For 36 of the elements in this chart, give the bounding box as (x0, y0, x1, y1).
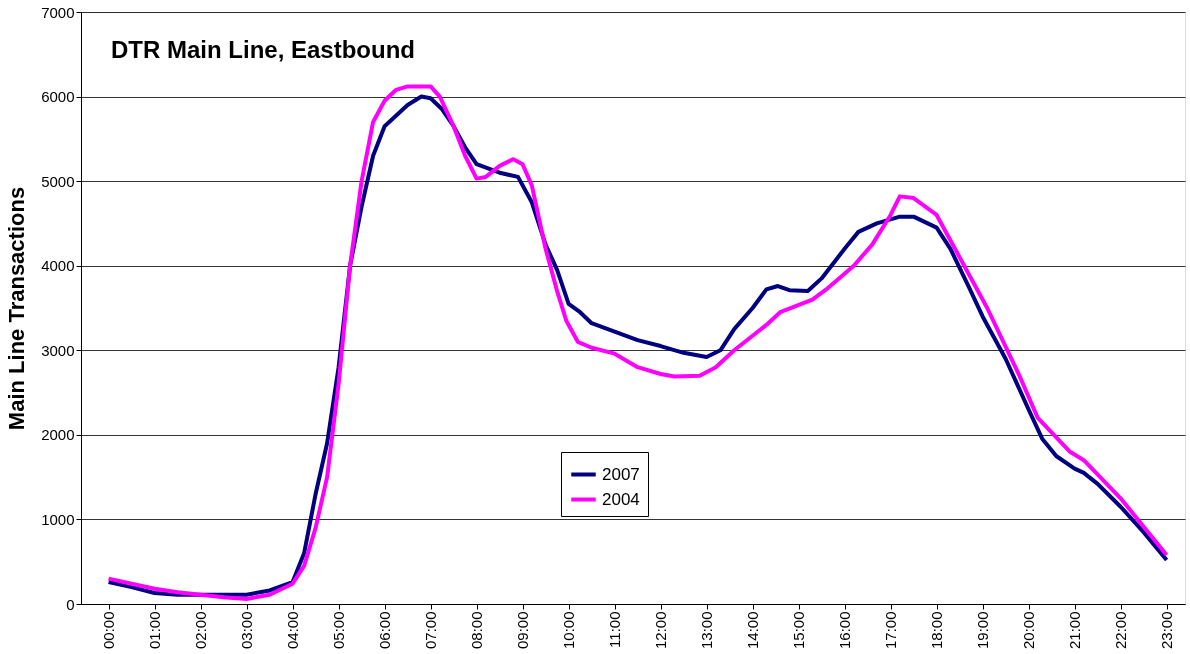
x-tick-label: 05:00 (330, 611, 348, 650)
y-axis-title: Main Line Transactions (4, 186, 30, 431)
x-tick-label: 19:00 (974, 611, 992, 650)
x-tick-label: 02:00 (192, 611, 210, 650)
x-tick-label: 06:00 (376, 611, 394, 650)
x-tick-label: 00:00 (100, 611, 118, 650)
x-tick-label: 04:00 (284, 611, 302, 650)
x-tick-label: 03:00 (238, 611, 256, 650)
y-tick-label: 5000 (41, 172, 75, 190)
x-tick-label: 10:00 (560, 611, 578, 650)
x-tick-label: 07:00 (422, 611, 440, 650)
x-tick-label: 13:00 (698, 611, 716, 650)
x-tick-label: 09:00 (514, 611, 532, 650)
x-tick-label: 17:00 (882, 611, 900, 650)
x-tick-label: 21:00 (1066, 611, 1084, 650)
x-tick-label: 15:00 (790, 611, 808, 650)
y-tick-label: 7000 (41, 3, 75, 21)
x-tick-label: 12:00 (652, 611, 670, 650)
y-tick-label: 1000 (41, 510, 75, 528)
y-tick-label: 3000 (41, 341, 75, 359)
legend-label: 2007 (602, 464, 640, 484)
x-tick-label: 22:00 (1112, 611, 1130, 650)
legend-label: 2004 (602, 489, 640, 509)
text: DTR Main Line, Eastbound (111, 36, 415, 63)
x-tick-label: 08:00 (468, 611, 486, 650)
y-tick-label: 6000 (41, 88, 75, 106)
x-tick-label: 16:00 (836, 611, 854, 650)
x-tick-label: 14:00 (744, 611, 762, 650)
y-tick-label: 0 (66, 595, 75, 613)
x-tick-label: 11:00 (606, 611, 624, 648)
x-tick-label: 20:00 (1020, 611, 1038, 650)
y-tick-label: 4000 (41, 257, 75, 275)
x-tick-label: 01:00 (146, 611, 164, 650)
y-tick-label: 2000 (41, 426, 75, 444)
x-tick-label: 23:00 (1158, 611, 1176, 650)
x-tick-label: 18:00 (928, 611, 946, 650)
